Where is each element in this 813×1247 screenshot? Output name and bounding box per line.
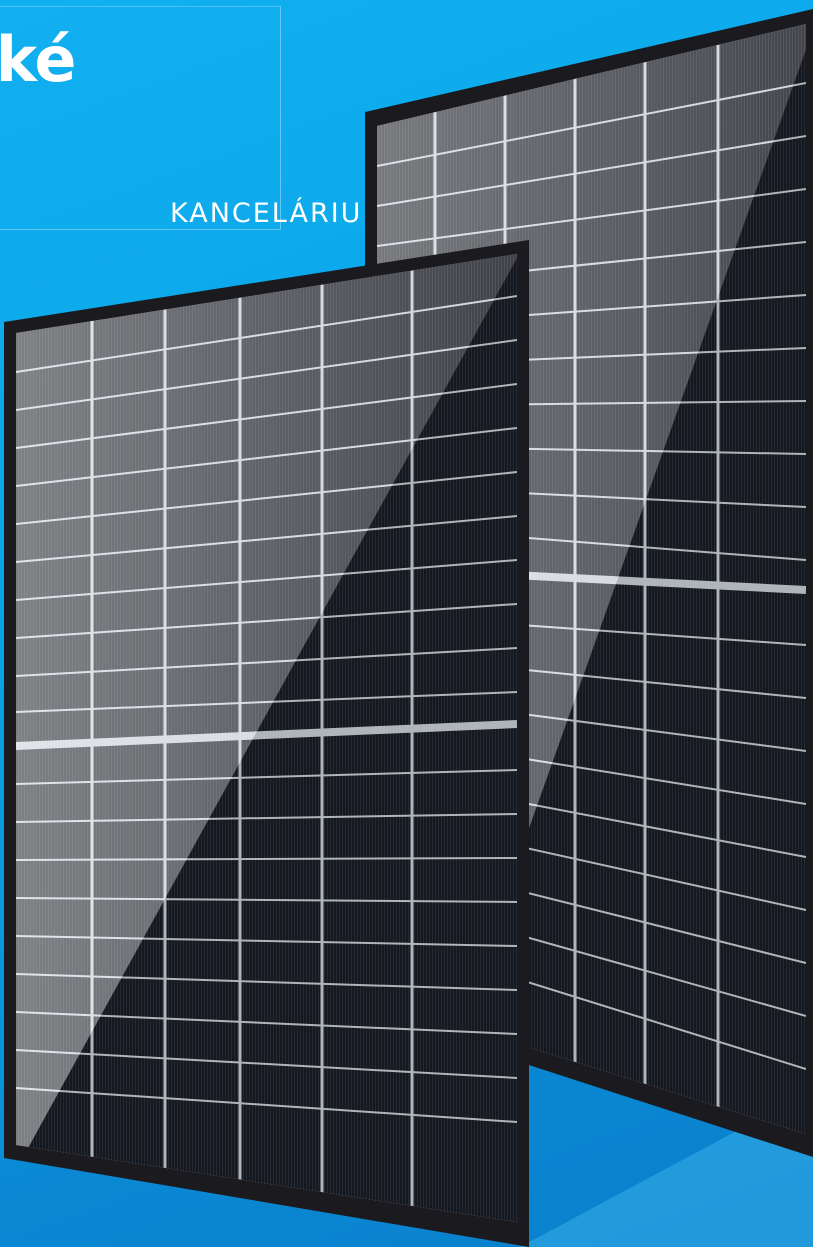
front-panel-cells [16,254,517,1222]
front-panel-reflection [16,254,517,1170]
headline-box: cké [0,6,281,230]
headline: cké [0,23,76,96]
subheadline: KANCELÁRIU [170,198,363,229]
front-solar-panel [4,240,529,1247]
